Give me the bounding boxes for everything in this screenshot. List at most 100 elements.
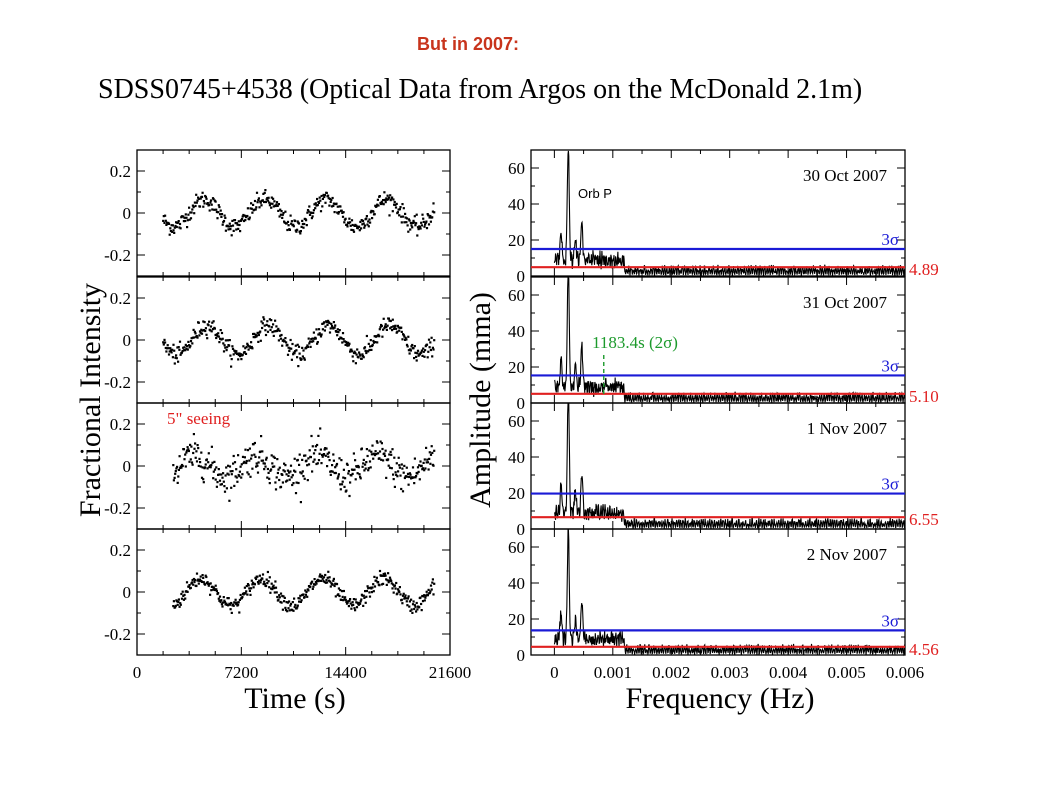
mean-amplitude-label: 5.10 bbox=[909, 387, 939, 406]
data-point bbox=[173, 226, 176, 229]
data-point bbox=[248, 589, 251, 592]
data-point bbox=[308, 213, 312, 216]
data-point bbox=[206, 202, 209, 205]
data-point bbox=[404, 338, 407, 341]
data-point bbox=[420, 351, 423, 354]
data-point bbox=[227, 604, 230, 607]
data-point bbox=[180, 592, 183, 596]
data-point bbox=[306, 211, 309, 214]
data-point bbox=[182, 594, 185, 597]
data-point bbox=[363, 226, 366, 229]
data-point bbox=[329, 327, 332, 330]
data-point bbox=[308, 205, 311, 208]
data-point bbox=[342, 211, 345, 214]
data-point bbox=[257, 582, 260, 585]
data-point bbox=[248, 447, 251, 450]
data-point bbox=[209, 593, 212, 596]
data-point bbox=[406, 224, 409, 227]
data-point bbox=[271, 585, 274, 588]
data-point bbox=[192, 577, 195, 581]
data-point bbox=[330, 470, 333, 473]
data-point bbox=[350, 228, 353, 231]
data-point bbox=[262, 316, 265, 319]
data-point bbox=[424, 223, 427, 226]
data-point bbox=[385, 328, 388, 331]
data-point bbox=[307, 210, 310, 213]
data-point bbox=[305, 590, 308, 594]
data-point bbox=[299, 501, 302, 504]
data-point bbox=[386, 324, 389, 327]
data-point bbox=[390, 467, 393, 470]
data-point bbox=[205, 575, 208, 579]
data-point bbox=[398, 329, 401, 332]
data-point bbox=[428, 216, 431, 219]
data-point bbox=[385, 325, 388, 329]
data-point bbox=[350, 468, 354, 471]
data-point bbox=[283, 596, 286, 599]
data-point bbox=[221, 223, 224, 226]
x-tick-label: 14400 bbox=[324, 663, 367, 682]
data-point bbox=[419, 227, 422, 230]
data-point bbox=[329, 470, 332, 473]
data-point bbox=[253, 583, 256, 586]
data-point bbox=[172, 229, 175, 232]
data-point bbox=[182, 448, 185, 451]
data-point bbox=[174, 224, 177, 228]
data-point bbox=[249, 593, 252, 596]
data-point bbox=[280, 210, 283, 213]
data-point bbox=[383, 454, 387, 457]
data-point bbox=[273, 200, 276, 203]
data-point bbox=[291, 342, 294, 346]
data-point bbox=[297, 345, 301, 348]
data-point bbox=[419, 596, 422, 599]
light-curve-y-axis-label: Fractional Intensity bbox=[74, 283, 107, 517]
data-point bbox=[330, 325, 334, 328]
data-point bbox=[332, 459, 335, 462]
data-point bbox=[330, 198, 333, 201]
data-point bbox=[352, 360, 355, 363]
data-point bbox=[367, 225, 370, 228]
x-tick-label: 0.003 bbox=[711, 663, 749, 682]
data-point bbox=[347, 470, 350, 473]
data-point bbox=[232, 462, 235, 465]
data-point bbox=[383, 327, 386, 330]
data-point bbox=[277, 339, 280, 342]
data-point bbox=[408, 352, 411, 355]
data-point bbox=[237, 473, 240, 477]
data-point bbox=[230, 486, 233, 489]
data-point bbox=[395, 473, 398, 476]
data-point bbox=[329, 200, 332, 203]
data-point bbox=[429, 462, 432, 465]
data-point bbox=[171, 348, 174, 351]
data-point bbox=[175, 354, 178, 357]
data-point bbox=[272, 584, 275, 587]
data-point bbox=[243, 592, 246, 595]
data-point bbox=[199, 465, 202, 468]
data-point bbox=[268, 204, 271, 207]
data-point bbox=[177, 600, 180, 603]
data-point bbox=[271, 462, 274, 465]
data-point bbox=[334, 471, 337, 475]
data-point bbox=[242, 219, 246, 223]
data-point bbox=[209, 329, 212, 332]
data-point bbox=[272, 334, 275, 337]
data-point bbox=[375, 205, 378, 208]
data-point bbox=[170, 351, 173, 354]
data-point bbox=[229, 470, 232, 473]
data-point bbox=[273, 591, 276, 594]
data-point bbox=[426, 461, 429, 464]
data-point bbox=[411, 466, 415, 469]
data-point bbox=[370, 348, 373, 351]
data-point bbox=[375, 579, 378, 582]
data-point bbox=[186, 219, 189, 222]
data-point bbox=[313, 203, 316, 206]
data-point bbox=[344, 598, 347, 601]
data-point bbox=[372, 590, 375, 593]
data-point bbox=[232, 229, 235, 232]
data-point bbox=[199, 197, 202, 200]
data-point bbox=[420, 602, 423, 606]
data-point bbox=[217, 332, 220, 335]
data-point bbox=[222, 480, 225, 483]
data-point bbox=[372, 210, 375, 213]
